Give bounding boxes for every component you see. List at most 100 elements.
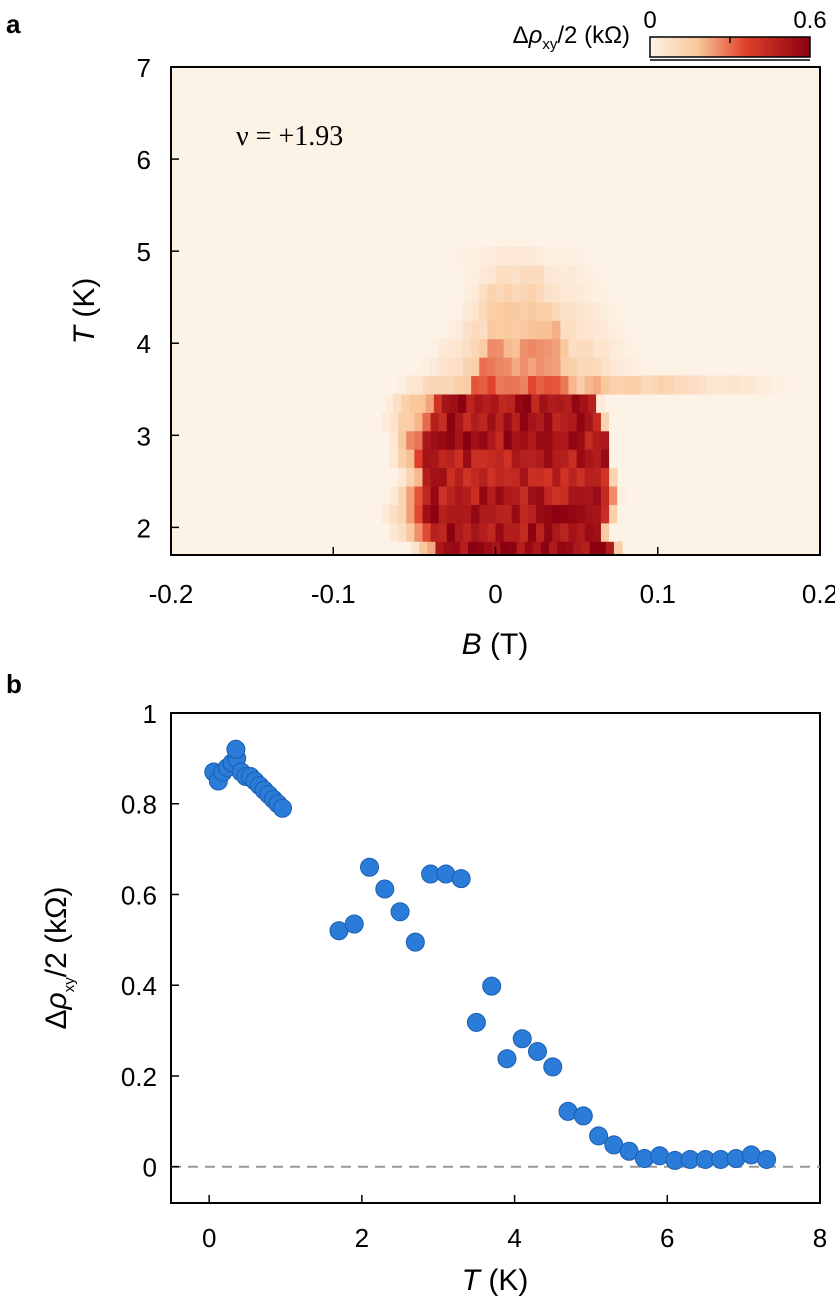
data-point [497,1049,517,1069]
heatmap-cell [560,449,570,469]
heatmap-cell [536,485,545,505]
heatmap-cell [495,338,505,358]
heatmap-cell [544,375,553,395]
heatmap-cell [584,504,594,524]
heatmap-cell [544,485,553,505]
heatmap-cell [446,320,456,340]
heatmap-cell [552,430,561,450]
heatmap-cell [527,504,537,524]
heatmap-cell [398,430,407,450]
heatmap-cell [422,430,432,450]
heatmap-cell [430,485,440,505]
heatmap-cell [454,375,464,395]
heatmap-cell [454,485,464,505]
heatmap-cell [479,485,488,505]
heatmap-cell [446,467,456,487]
heatmap-cell [427,541,437,555]
heatmap-cell [414,412,424,432]
heatmap-cell [471,264,480,284]
heatmap-cell [476,541,485,555]
heatmap-cell [771,375,781,395]
heatmap-cell [385,393,394,413]
scatter-x-ticks: 0 2 4 6 8 [202,1195,827,1253]
heatmap-cell [519,449,529,469]
heatmap-cell [609,283,618,303]
heatmap-cell [584,264,594,284]
panel-a-label: a [6,9,21,39]
heatmap-cell [581,541,591,555]
heatmap-cell [451,541,461,555]
heatmap-cell [527,320,537,340]
heatmap-cell [544,522,553,542]
heatmap-cell [613,541,623,555]
data-point [527,1041,547,1061]
heatmap-cell [508,541,518,555]
heatmap-cell [600,283,610,303]
heatmap-x-ticks: -0.2 -0.1 0 0.1 0.2 [149,547,835,609]
heatmap-cell [406,467,415,487]
heatmap-cell [479,283,488,303]
heatmap-cell [446,375,456,395]
heatmap-cell [527,485,537,505]
heatmap-cell [503,449,513,469]
heatmap-cell [519,430,529,450]
heatmap-cell [552,375,561,395]
heatmap-cell [441,393,451,413]
heatmap-cell [544,504,553,524]
heatmap-cell [438,449,448,469]
heatmap-cell [592,522,602,542]
heatmap-cell [536,320,545,340]
heatmap-cell [587,393,597,413]
heatmap-cell [568,430,578,450]
heatmap-cell [471,412,480,432]
heatmap-cell [503,264,513,284]
heatmap-cell [414,504,424,524]
heatmap-cell [600,320,610,340]
heatmap-cell [597,541,607,555]
heatmap-cell [519,522,529,542]
heatmap-x-tick-label: -0.2 [149,579,194,609]
scatter-x-axis-label: T (K) [462,1264,529,1297]
heatmap-cell [519,283,529,303]
heatmap-cell [544,430,553,450]
heatmap-cell [568,449,578,469]
heatmap-cell [605,541,615,555]
heatmap-cell [592,449,602,469]
heatmap-cell [463,467,472,487]
heatmap-cell [463,375,472,395]
data-point [482,976,502,996]
heatmap-cell [487,301,497,321]
scatter-x-tick-label: 8 [813,1223,827,1253]
heatmap-cell [536,246,545,266]
heatmap-cell [495,504,505,524]
heatmap-cell [519,485,529,505]
heatmap-cell [746,375,756,395]
heatmap-cell [568,522,578,542]
heatmap-cell [463,301,472,321]
heatmap-cell [609,375,618,395]
heatmap-cell [511,320,521,340]
heatmap-cell [576,522,586,542]
heatmap-cell [536,522,545,542]
heatmap-cell [600,449,610,469]
heatmap-cell [617,357,626,377]
heatmap-cell [393,393,402,413]
heatmap-cell [544,320,553,340]
heatmap-cell [417,393,427,413]
heatmap-cell [600,412,610,432]
heatmap-cell [398,449,407,469]
heatmap-cell [539,393,549,413]
heatmap-cell [609,320,618,340]
heatmap-cell [479,412,488,432]
heatmap-cell [503,412,513,432]
data-point [226,739,246,759]
scatter-y-tick-label: 0.8 [121,790,157,820]
heatmap-cell [511,412,521,432]
data-point [619,1141,639,1161]
heatmap-cell [463,485,472,505]
heatmap-cell [584,485,594,505]
heatmap-cell [584,430,594,450]
heatmap-cell [560,504,570,524]
heatmap-cell [446,412,456,432]
heatmap-cell [492,541,501,555]
